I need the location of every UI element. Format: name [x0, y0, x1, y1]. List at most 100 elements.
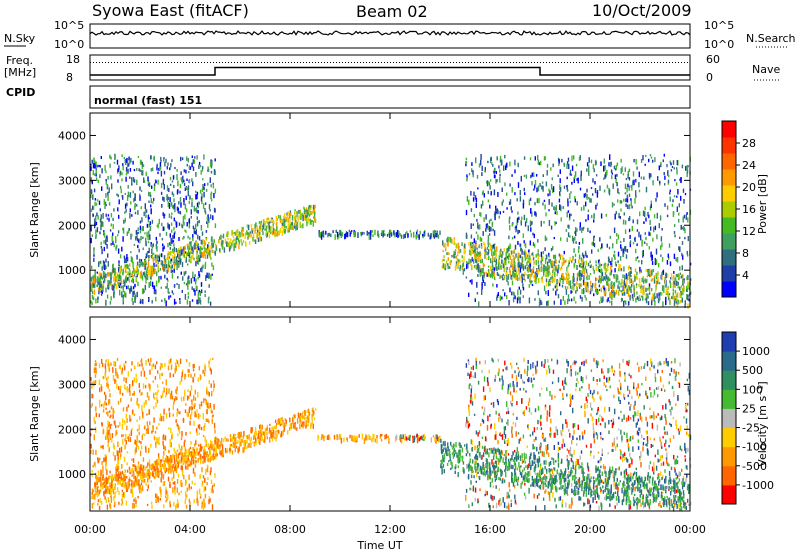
echo-cell: [126, 451, 129, 454]
echo-cell: [519, 267, 522, 273]
echo-cell: [471, 279, 473, 285]
echo-cell: [559, 267, 562, 271]
echo-cell: [160, 373, 163, 377]
echo-cell: [499, 211, 501, 215]
echo-cell: [104, 391, 106, 395]
echo-cell: [576, 277, 579, 281]
echo-cell: [560, 217, 562, 222]
echo-cell: [129, 417, 131, 422]
echo-cell: [265, 427, 268, 431]
echo-cell: [361, 231, 363, 236]
echo-cell: [233, 434, 235, 439]
echo-cell: [625, 254, 628, 259]
echo-cell: [159, 373, 161, 380]
echo-cell: [657, 277, 659, 281]
echo-cell: [93, 157, 95, 163]
echo-cell: [149, 362, 151, 366]
echo-cell: [476, 256, 479, 261]
echo-cell: [145, 241, 147, 247]
echo-cell: [135, 378, 137, 384]
echo-cell: [478, 251, 480, 255]
echo-cell: [465, 209, 468, 216]
echo-cell: [110, 242, 112, 246]
echo-cell: [193, 499, 195, 504]
echo-cell: [252, 228, 254, 233]
echo-cell: [172, 292, 175, 295]
echo-cell: [479, 236, 481, 242]
echo-cell: [186, 222, 188, 227]
echo-cell: [132, 464, 134, 468]
echo-cell: [173, 184, 175, 189]
echo-cell: [444, 263, 446, 269]
echo-cell: [211, 249, 213, 253]
echo-cell: [416, 231, 418, 235]
echo-cell: [163, 213, 166, 217]
echo-cell: [678, 203, 680, 208]
echo-cell: [534, 156, 536, 161]
echo-cell: [105, 394, 107, 401]
echo-cell: [610, 292, 612, 299]
echo-cell: [130, 157, 132, 163]
echo-cell: [483, 271, 485, 275]
echo-cell: [677, 286, 679, 289]
echo-cell: [117, 441, 119, 447]
echo-cell: [151, 185, 153, 189]
echo-cell: [624, 246, 627, 252]
echo-cell: [284, 220, 286, 227]
echo-cell: [93, 283, 95, 288]
echo-cell: [224, 436, 226, 440]
echo-cell: [171, 180, 174, 183]
echo-cell: [125, 277, 128, 281]
echo-cell: [548, 209, 550, 212]
echo-cell: [205, 230, 208, 233]
echo-cell: [480, 154, 482, 160]
echo-cell: [584, 192, 587, 197]
echo-cell: [237, 238, 240, 243]
echo-cell: [479, 224, 481, 230]
noise-left-tick-bottom: 10^0: [54, 38, 84, 51]
echo-cell: [232, 235, 235, 238]
echo-cell: [528, 252, 531, 258]
echo-cell: [94, 201, 96, 206]
echo-cell: [672, 277, 675, 282]
echo-cell: [470, 234, 473, 239]
echo-cell: [191, 455, 193, 459]
echo-cell: [549, 272, 551, 276]
echo-cell: [98, 363, 101, 369]
echo-cell: [290, 222, 293, 229]
echo-cell: [171, 455, 173, 461]
echo-cell: [120, 189, 122, 194]
echo-cell: [305, 420, 308, 426]
echo-cell: [117, 471, 120, 477]
echo-cell: [200, 493, 202, 496]
echo-cell: [600, 287, 603, 293]
echo-cell: [116, 193, 118, 196]
echo-cell: [135, 276, 138, 281]
echo-cell: [517, 162, 519, 168]
echo-cell: [156, 494, 158, 499]
echo-cell: [205, 399, 208, 406]
echo-cell: [456, 258, 459, 263]
echo-cell: [120, 453, 122, 457]
echo-cell: [261, 227, 264, 232]
echo-cell: [312, 412, 314, 416]
echo-cell: [531, 280, 533, 283]
echo-cell: [145, 237, 147, 244]
echo-cell: [154, 430, 157, 434]
echo-cell: [158, 436, 160, 441]
echo-cell: [522, 199, 525, 205]
echo-cell: [140, 487, 142, 494]
echo-cell: [641, 292, 643, 295]
echo-cell: [184, 187, 186, 192]
echo-cell: [538, 254, 540, 257]
echo-cell: [204, 486, 207, 491]
echo-cell: [571, 290, 573, 293]
echo-cell: [568, 163, 570, 170]
echo-cell: [265, 232, 267, 236]
echo-cell: [169, 441, 171, 447]
echo-cell: [580, 277, 583, 280]
echo-cell: [120, 280, 123, 285]
echo-cell: [644, 206, 646, 211]
echo-cell: [221, 454, 223, 458]
echo-cell: [628, 272, 630, 277]
